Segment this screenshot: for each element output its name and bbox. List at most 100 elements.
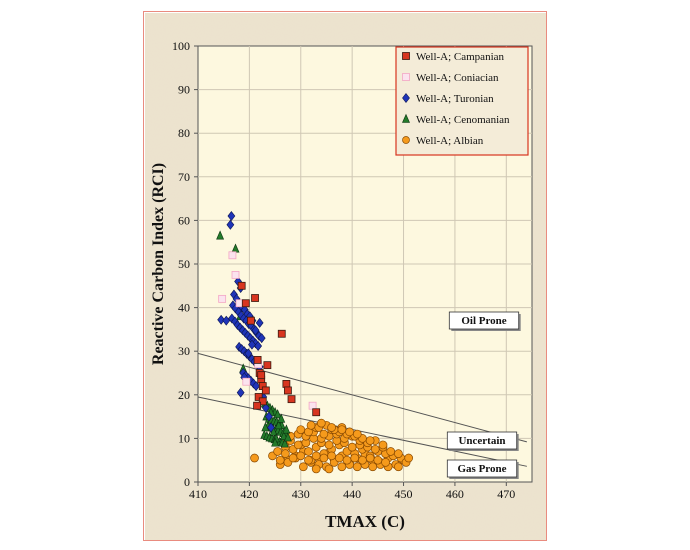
boundary-lines [197, 352, 527, 467]
point-square [253, 356, 262, 364]
y-tick-label: 70 [178, 170, 190, 184]
point-triangle [283, 432, 292, 442]
point-square [237, 281, 246, 290]
legend-label: Well-A; Albian [416, 135, 484, 147]
x-tick-label: 410 [189, 487, 207, 501]
point-square [257, 371, 266, 380]
point-circle [342, 455, 352, 465]
point-square [284, 386, 292, 395]
point-square [261, 386, 270, 395]
point-circle [345, 427, 354, 437]
point-triangle [273, 409, 282, 419]
point-circle [316, 418, 326, 428]
series-square [218, 251, 317, 410]
point-circle [337, 462, 347, 472]
point-circle [298, 462, 308, 472]
y-tick-label: 40 [178, 301, 190, 315]
point-square [242, 377, 251, 386]
x-axis-label: TMAX (C) [325, 512, 405, 531]
legend-label: Well-A; Coniacian [416, 72, 499, 84]
x-tick-label: 450 [395, 487, 413, 501]
point-square [253, 401, 261, 410]
y-tick-label: 10 [178, 431, 190, 445]
point-circle [306, 420, 316, 430]
point-triangle [402, 113, 410, 123]
zone-label-text: Oil Prone [461, 315, 506, 327]
point-diamond [257, 333, 266, 344]
x-tick-label: 470 [497, 487, 515, 501]
y-tick-label: 30 [178, 344, 190, 358]
legend-label: Well-A; Turonian [416, 93, 494, 105]
point-circle [368, 462, 378, 472]
point-circle [352, 429, 362, 439]
point-diamond [402, 93, 410, 103]
point-circle [304, 455, 313, 465]
point-square [231, 270, 240, 279]
x-tick-label: 420 [240, 487, 258, 501]
point-diamond [255, 317, 264, 328]
point-square [258, 397, 267, 406]
point-triangle [261, 422, 270, 432]
point-square [287, 395, 296, 404]
point-circle [324, 464, 334, 474]
y-tick-label: 20 [178, 388, 190, 402]
point-circle [327, 451, 336, 461]
axis-ticks: 410 420 430 440 450 460 470 0 10 20 30 40 50 60 70 80 90… [172, 39, 515, 501]
legend-label: Well-A; Campanian [416, 51, 505, 63]
point-diamond [267, 422, 275, 433]
point-circle [281, 449, 290, 459]
point-square [402, 52, 410, 60]
point-circle [250, 453, 259, 463]
point-diamond [261, 402, 270, 413]
boundary-line [197, 352, 527, 443]
zone-label-box [448, 311, 520, 330]
point-diamond [248, 339, 256, 350]
point-square [228, 251, 237, 260]
point-square [218, 294, 227, 303]
point-circle [358, 455, 367, 465]
series-square [237, 281, 321, 417]
point-circle [378, 440, 388, 450]
point-circle [386, 447, 396, 456]
point-diamond [251, 325, 260, 336]
point-square [277, 329, 286, 338]
legend-label: Well-A; Cenomanian [416, 114, 510, 126]
point-diamond [222, 315, 231, 326]
zone-label-text: Gas Prone [458, 463, 507, 475]
zone-label-text: Uncertain [458, 435, 505, 447]
chart-frame [143, 11, 547, 541]
point-square [247, 316, 255, 325]
point-triangle [277, 413, 286, 423]
point-circle [293, 440, 303, 450]
point-circle [273, 447, 282, 456]
y-axis-label: Reactive Carbon Index (RCI) [150, 163, 167, 365]
y-tick-label: 100 [172, 39, 190, 53]
point-circle [373, 455, 383, 465]
point-diamond [252, 381, 260, 392]
y-tick-label: 50 [178, 257, 190, 271]
zone-label-box [446, 431, 518, 450]
data-points [216, 211, 414, 474]
point-circle [394, 449, 403, 459]
point-circle [275, 455, 285, 465]
point-circle [337, 425, 347, 435]
point-diamond [236, 387, 245, 398]
x-tick-label: 430 [292, 487, 310, 501]
point-square [308, 401, 317, 410]
y-tick-label: 0 [184, 475, 190, 489]
point-circle [347, 442, 357, 452]
point-triangle [280, 438, 289, 448]
point-triangle [271, 437, 280, 447]
point-square [312, 408, 321, 417]
point-square [282, 379, 291, 388]
point-circle [365, 436, 375, 445]
point-circle [327, 423, 336, 432]
point-circle [319, 429, 329, 439]
point-circle [296, 451, 306, 461]
point-circle [365, 453, 375, 463]
point-triangle [216, 230, 225, 240]
point-diamond [265, 411, 273, 422]
point-square [254, 393, 263, 401]
point-triangle [282, 424, 291, 434]
